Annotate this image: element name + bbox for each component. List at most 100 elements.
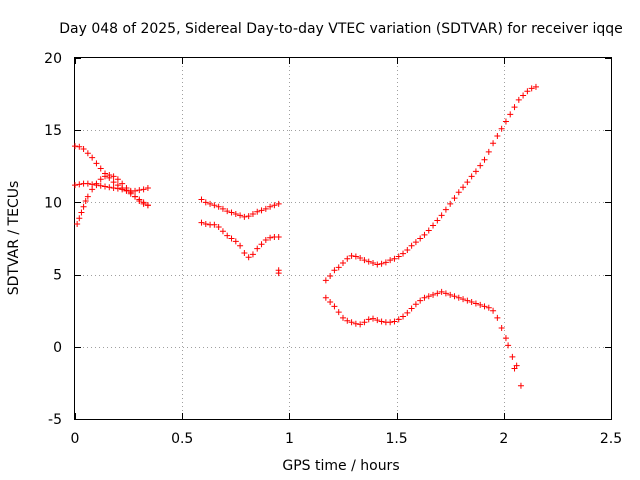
data-point [378,260,385,267]
data-point [511,104,518,111]
data-point [430,222,437,229]
data-point [447,200,454,207]
data-point [132,193,139,200]
data-point [93,180,100,187]
x-tick-label: 2.5 [600,431,622,447]
data-point [97,182,104,189]
data-point [114,176,121,183]
data-point [494,132,501,139]
data-point [78,209,85,216]
data-point [271,202,278,209]
data-point [267,234,274,241]
data-point [254,208,261,215]
data-point [361,319,368,326]
data-point [262,205,269,212]
data-point [202,221,209,228]
data-point [241,249,248,256]
data-point [361,257,368,264]
x-tick-label: 0.5 [171,431,193,447]
data-point [447,291,454,298]
data-point [228,209,235,216]
data-point [258,207,265,214]
data-point [224,232,231,239]
data-point [327,299,334,306]
data-point [237,242,244,249]
data-point [374,317,381,324]
data-point [498,125,505,132]
data-point [408,242,415,249]
data-point [123,184,130,191]
data-point [517,382,524,389]
data-point [89,181,96,188]
data-point [202,199,209,206]
data-point [245,213,252,220]
data-point [84,150,91,157]
data-point [391,255,398,262]
data-point [228,235,235,242]
data-point [460,184,467,191]
data-point [102,173,109,180]
data-point [421,231,428,238]
data-point [72,182,78,189]
data-point [365,316,372,323]
data-point [524,88,531,95]
data-point [468,299,475,306]
data-point [400,313,407,320]
data-point [520,92,527,99]
y-axis-title: SDTVAR / TECUs [6,181,22,296]
axis-ticks [75,58,612,420]
data-point [442,290,449,297]
data-point [84,193,91,200]
data-point [93,160,100,167]
data-point [434,217,441,224]
data-point [421,294,428,301]
data-point [89,186,96,193]
data-point [374,261,381,268]
data-point [267,203,274,210]
data-point [382,259,389,266]
data-point [348,319,355,326]
data-point [110,173,117,180]
data-point [76,215,83,222]
data-point [340,260,346,267]
data-point [249,251,256,258]
data-point [144,202,151,209]
data-point [144,184,151,191]
y-tick-label: 15 [44,123,62,139]
data-point [322,277,329,284]
data-point [455,294,462,301]
data-point [434,290,441,297]
data-point [370,315,377,322]
data-point [89,154,96,161]
data-point [477,162,484,169]
x-tick-label: 2 [499,431,508,447]
data-point [502,118,509,125]
data-point [395,253,402,260]
data-point [391,318,398,325]
data-point [97,176,104,183]
series-arc-3b [322,288,524,389]
data-point [498,325,505,332]
data-point [408,305,415,312]
data-point [477,301,484,308]
data-point [425,293,432,300]
data-point [335,309,342,316]
data-point [254,245,261,252]
y-tick-label: 0 [53,340,62,356]
x-axis-title: GPS time / hours [282,458,399,474]
data-point [340,314,346,321]
data-point [352,253,359,260]
data-point [438,288,445,295]
data-point [241,213,248,220]
data-point [215,203,222,210]
y-tick-label: -5 [48,412,62,428]
data-point [370,260,377,267]
data-point [84,180,91,187]
x-tick-labels: 0 0.5 1 1.5 2 2.5 [71,431,623,447]
x-tick-label: 0 [71,431,80,447]
data-point [412,301,419,308]
plot-frame [74,57,612,420]
data-point [72,143,78,150]
